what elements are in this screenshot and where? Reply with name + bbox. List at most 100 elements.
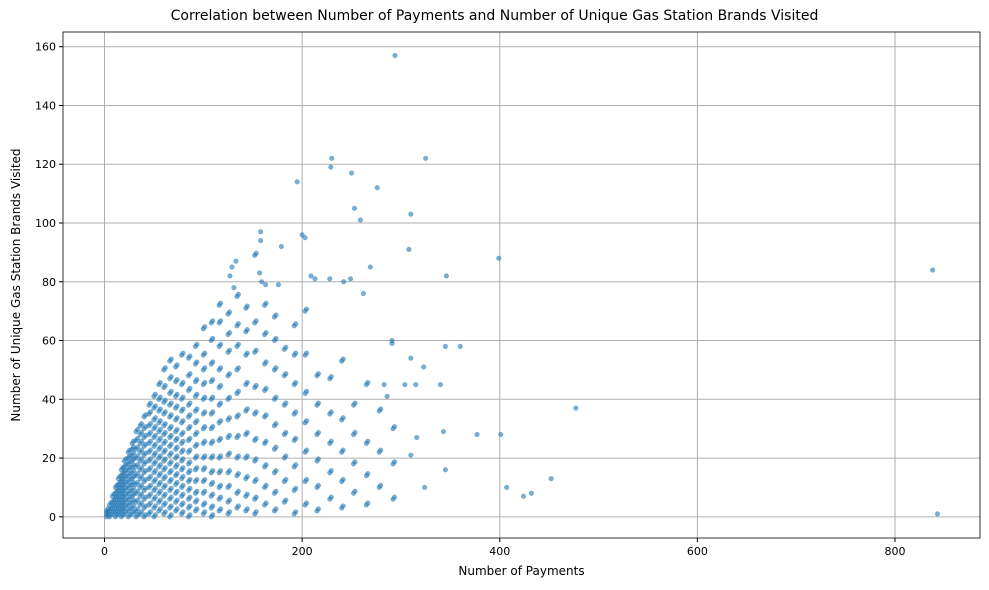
data-point [168, 356, 174, 362]
data-point [202, 476, 208, 483]
data-point [162, 509, 168, 515]
data-point [217, 341, 224, 348]
data-point [367, 264, 373, 270]
data-point [229, 264, 235, 270]
data-point [168, 494, 174, 500]
data-point [217, 318, 224, 324]
data-point [262, 282, 269, 288]
data-point [328, 438, 334, 444]
data-point [253, 435, 259, 442]
data-point [138, 509, 145, 515]
data-point [210, 394, 216, 400]
data-point [253, 318, 259, 324]
data-point [210, 453, 216, 459]
data-point [194, 488, 200, 494]
data-point [187, 459, 193, 465]
data-point [273, 312, 279, 318]
data-point [147, 409, 154, 415]
data-point [134, 426, 141, 433]
data-point [406, 246, 412, 253]
data-point [194, 429, 200, 436]
data-point [253, 409, 259, 415]
data-point [162, 409, 168, 415]
data-point [303, 500, 310, 506]
data-point [217, 435, 224, 442]
data-point [226, 432, 233, 439]
data-point [226, 450, 233, 456]
data-point [147, 482, 154, 489]
data-point [162, 465, 168, 471]
data-point [384, 393, 390, 400]
data-point [152, 468, 159, 474]
data-point [180, 465, 186, 471]
data-point [226, 482, 233, 489]
data-point [174, 403, 180, 409]
data-point [294, 179, 300, 185]
data-point [273, 365, 279, 371]
data-point [168, 476, 174, 483]
data-point [180, 350, 186, 356]
data-point [244, 379, 250, 386]
data-point [210, 512, 216, 518]
data-point [194, 376, 200, 383]
data-point [299, 232, 305, 238]
data-point [329, 155, 335, 162]
data-point [202, 350, 208, 356]
data-point [210, 359, 216, 365]
data-point [273, 488, 279, 494]
data-point [391, 423, 398, 430]
data-point [217, 365, 224, 371]
data-point [202, 500, 208, 506]
data-point [138, 473, 145, 480]
data-point [442, 343, 449, 350]
data-point [147, 491, 154, 497]
data-point [168, 512, 174, 518]
data-point [253, 347, 259, 353]
data-point [202, 394, 208, 400]
data-point [340, 476, 346, 483]
data-point [226, 309, 233, 315]
data-point [134, 488, 141, 494]
data-point [273, 444, 279, 450]
data-point [244, 303, 250, 309]
data-point [253, 509, 259, 515]
data-point [194, 391, 200, 397]
data-point [328, 409, 334, 415]
data-point [194, 497, 200, 503]
data-point [273, 335, 279, 342]
data-point [174, 462, 180, 468]
data-point [402, 381, 408, 388]
ticks: 0 200 400 600 800 0 20 40 60 80 100 120 140 160 [35, 41, 906, 558]
data-point [162, 500, 168, 506]
data-point [235, 365, 242, 371]
x-tick-label: 200 [292, 545, 313, 558]
data-point [263, 412, 269, 418]
data-point [351, 205, 358, 211]
data-point [257, 229, 264, 235]
data-point [244, 327, 250, 333]
data-point [157, 379, 163, 386]
data-point [162, 397, 168, 403]
data-point [283, 429, 289, 436]
data-point [138, 456, 145, 462]
data-point [174, 488, 180, 494]
data-point [187, 485, 193, 491]
data-point [226, 347, 233, 353]
data-point [157, 497, 163, 503]
data-point [152, 441, 159, 447]
data-point [168, 423, 174, 430]
data-point [180, 482, 186, 489]
data-point [210, 409, 216, 415]
data-point [187, 435, 193, 442]
data-point [152, 450, 159, 456]
data-point [138, 465, 145, 471]
data-point [174, 444, 180, 450]
data-point [303, 388, 310, 395]
data-point [147, 438, 154, 444]
data-point [293, 379, 299, 386]
data-point [235, 432, 242, 439]
data-point [147, 447, 154, 453]
x-tick-label: 800 [885, 545, 906, 558]
data-point [275, 282, 282, 288]
